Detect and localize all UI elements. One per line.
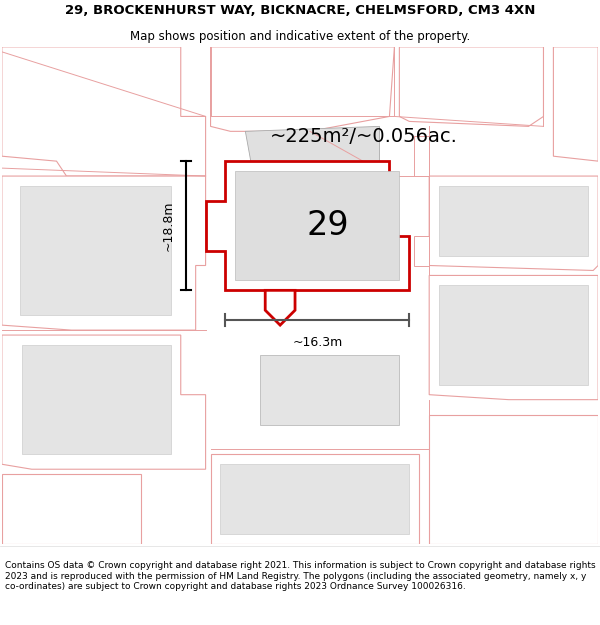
Polygon shape xyxy=(553,47,598,161)
Polygon shape xyxy=(400,47,544,126)
Polygon shape xyxy=(429,176,598,271)
Polygon shape xyxy=(439,286,588,385)
Polygon shape xyxy=(211,47,394,131)
Polygon shape xyxy=(2,335,206,469)
Text: ~18.8m: ~18.8m xyxy=(161,201,175,251)
Polygon shape xyxy=(265,291,295,325)
Text: ~225m²/~0.056ac.: ~225m²/~0.056ac. xyxy=(270,127,458,146)
Polygon shape xyxy=(245,126,379,186)
Polygon shape xyxy=(429,276,598,399)
Polygon shape xyxy=(206,161,409,291)
Polygon shape xyxy=(22,345,171,454)
Polygon shape xyxy=(429,414,598,544)
Text: 29, BROCKENHURST WAY, BICKNACRE, CHELMSFORD, CM3 4XN: 29, BROCKENHURST WAY, BICKNACRE, CHELMSF… xyxy=(65,4,535,17)
Polygon shape xyxy=(414,236,429,266)
Text: Contains OS data © Crown copyright and database right 2021. This information is : Contains OS data © Crown copyright and d… xyxy=(5,561,595,591)
Polygon shape xyxy=(235,171,400,281)
Polygon shape xyxy=(2,176,206,330)
Text: ~16.3m: ~16.3m xyxy=(292,336,343,349)
Text: 29: 29 xyxy=(306,209,349,242)
Polygon shape xyxy=(221,464,409,534)
Polygon shape xyxy=(2,474,141,544)
Polygon shape xyxy=(2,47,206,176)
Polygon shape xyxy=(260,355,400,424)
Text: Map shows position and indicative extent of the property.: Map shows position and indicative extent… xyxy=(130,30,470,43)
Polygon shape xyxy=(439,186,588,256)
Polygon shape xyxy=(211,454,419,544)
Polygon shape xyxy=(20,186,171,315)
Polygon shape xyxy=(414,136,429,176)
